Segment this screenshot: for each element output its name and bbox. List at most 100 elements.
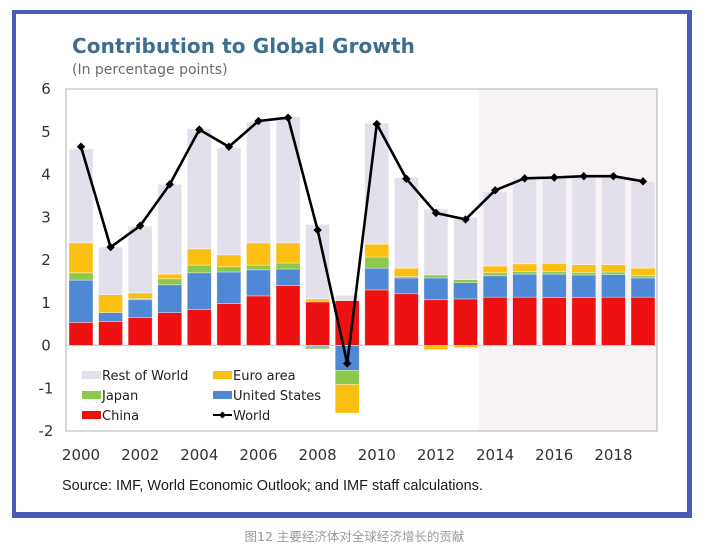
bar-euro-area-2019 — [630, 267, 656, 277]
bar-rest-of-world-2004 — [187, 128, 212, 250]
bar-rest-of-world-2001 — [98, 246, 123, 295]
bar-rest-of-world-2015 — [512, 177, 537, 265]
x-tick-label: 2012 — [417, 446, 455, 464]
legend-label-japan: Japan — [101, 389, 138, 404]
bar-united-states-2018 — [601, 274, 626, 298]
x-tick-label: 2006 — [239, 446, 277, 464]
legend-swatch-united-states — [213, 391, 232, 399]
bar-china-2000 — [68, 322, 94, 346]
world-point-2007 — [283, 113, 293, 122]
bar-euro-area-2016 — [541, 263, 567, 272]
bar-euro-area-2004 — [187, 248, 212, 266]
bar-euro-area-2006 — [246, 242, 271, 266]
world-point-2013 — [461, 215, 470, 224]
bar-china-2005 — [216, 303, 242, 346]
x-axis-ticks: 2000 2002 2004 2006 2008 2010 2012 2014 2016 2018 — [62, 446, 633, 464]
bar-rest-of-world-2011 — [394, 177, 419, 269]
bar-united-states-2006 — [246, 269, 271, 297]
y-tick-label: 4 — [41, 166, 51, 184]
x-tick-label: 2016 — [535, 446, 573, 464]
bar-china-2001 — [98, 321, 123, 346]
bar-euro-area-2009 — [334, 384, 360, 414]
bar-euro-area-2011 — [394, 267, 419, 277]
plot-border — [65, 88, 658, 432]
world-point-2011 — [402, 174, 411, 183]
world-point-2014 — [490, 186, 500, 195]
world-point-2006 — [254, 116, 263, 126]
bar-japan-2018 — [601, 271, 626, 275]
bar-united-states-2002 — [127, 299, 153, 319]
bar-china-2016 — [541, 297, 567, 346]
bar-rest-of-world-2013 — [453, 216, 478, 280]
bar-euro-area-2008 — [305, 298, 330, 303]
world-point-2004 — [195, 125, 204, 134]
bar-euro-area-2018 — [601, 264, 626, 273]
bar-united-states-2019 — [630, 277, 656, 298]
bar-united-states-2001 — [98, 312, 123, 322]
bar-china-2017 — [571, 297, 597, 346]
bar-japan-2012 — [423, 274, 449, 279]
x-tick-label: 2018 — [594, 446, 632, 464]
world-point-2001 — [106, 242, 115, 252]
bar-japan-2004 — [187, 264, 212, 274]
y-tick-label: 0 — [41, 337, 51, 355]
bar-rest-of-world-2007 — [275, 116, 301, 244]
bar-united-states-2000 — [68, 279, 94, 323]
bar-united-states-2015 — [512, 273, 537, 298]
bar-rest-of-world-2002 — [127, 225, 153, 294]
chart-subtitle: (In percentage points) — [72, 62, 228, 78]
bar-rest-of-world-2003 — [157, 184, 183, 275]
bar-japan-2005 — [216, 266, 242, 273]
legend-label-euro-area: Euro area — [233, 369, 296, 384]
bar-euro-area-2000 — [68, 242, 94, 274]
bar-united-states-2007 — [275, 268, 301, 286]
bar-japan-2010 — [364, 256, 390, 269]
world-point-2019 — [638, 177, 648, 186]
bar-euro-area-2001 — [98, 294, 123, 313]
bar-china-2019 — [630, 296, 656, 346]
bar-euro-area-2010 — [364, 243, 390, 258]
world-line-layer — [76, 113, 648, 368]
bar-euro-area-2014 — [482, 265, 508, 274]
bar-euro-area-2005 — [216, 254, 242, 268]
legend-label-rest-of-world: Rest of World — [102, 369, 188, 384]
bar-china-2006 — [246, 295, 271, 346]
bar-china-2014 — [482, 296, 508, 346]
legend-swatch-japan — [82, 391, 101, 399]
projection-shading — [479, 89, 657, 431]
world-point-2010 — [372, 119, 381, 129]
bar-united-states-2014 — [482, 275, 508, 298]
source-note: Source: IMF, World Economic Outlook; and… — [62, 478, 483, 494]
x-tick-label: 2008 — [299, 446, 337, 464]
bar-japan-2016 — [541, 271, 567, 275]
figure-caption: 图12 主要经济体对全球经济增长的贡献 — [244, 529, 465, 544]
bar-united-states-2012 — [423, 277, 449, 301]
bar-china-2011 — [394, 293, 419, 346]
world-point-2002 — [135, 221, 145, 230]
bar-rest-of-world-2016 — [541, 176, 567, 264]
world-point-2005 — [224, 142, 234, 151]
bar-japan-2014 — [482, 272, 508, 277]
bar-china-2004 — [187, 309, 212, 346]
bar-japan-2000 — [68, 272, 94, 281]
y-tick-label: -1 — [39, 379, 54, 397]
legend-label-world: World — [233, 409, 270, 424]
bar-rest-of-world-2000 — [68, 148, 94, 244]
legend: Rest of World Euro area Japan United States… — [82, 369, 321, 424]
bar-japan-2017 — [571, 272, 597, 276]
bar-united-states-2017 — [571, 274, 597, 298]
world-point-2015 — [520, 174, 529, 183]
bar-rest-of-world-2018 — [601, 175, 626, 266]
world-point-2016 — [550, 173, 559, 182]
bar-japan-2019 — [630, 275, 656, 279]
x-tick-label: 2002 — [121, 446, 159, 464]
bar-japan-2015 — [512, 271, 537, 275]
legend-swatch-china — [82, 411, 101, 419]
legend-label-united-states: United States — [233, 389, 321, 404]
bar-china-2015 — [512, 296, 537, 346]
bar-united-states-2016 — [541, 273, 567, 298]
bar-china-2012 — [423, 299, 449, 346]
world-point-2012 — [431, 208, 441, 218]
legend-swatch-euro-area — [213, 371, 232, 379]
